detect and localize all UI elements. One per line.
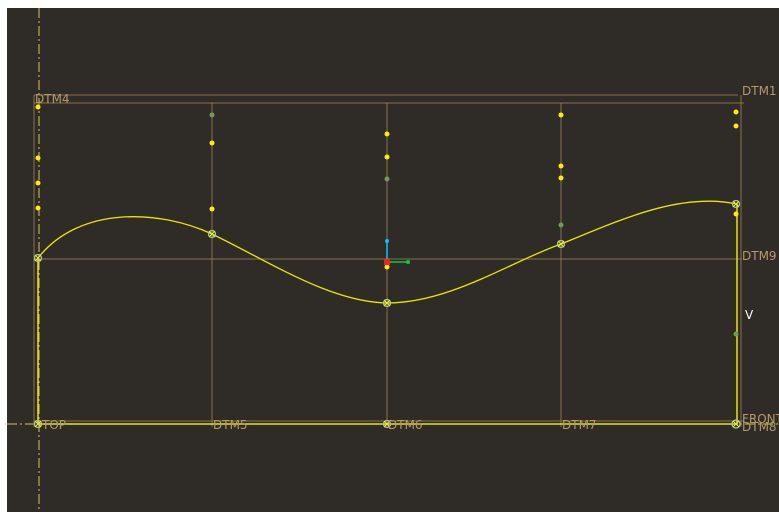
vertex-marker-icon[interactable] <box>382 419 392 429</box>
label-top: TOP <box>41 418 66 432</box>
label-dtm4: DTM4 <box>35 92 70 106</box>
vertex-marker-icon[interactable] <box>33 419 43 429</box>
coordinate-system-icon <box>384 239 410 265</box>
graphics-viewport[interactable]: DTM1 DTM4 DTM9 TOP DTM5 DTM6 DTM7 FRONT … <box>7 8 779 512</box>
control-point[interactable] <box>733 211 739 217</box>
control-point[interactable] <box>35 155 41 161</box>
vertex-marker-icon[interactable] <box>207 229 217 239</box>
vertex-markers[interactable] <box>33 199 741 429</box>
vertex-marker-icon[interactable] <box>382 298 392 308</box>
label-dtm6: DTM6 <box>388 418 423 432</box>
label-dtm8: DTM8 <box>742 420 777 434</box>
control-point[interactable] <box>209 112 215 118</box>
vertex-marker-icon[interactable] <box>556 239 566 249</box>
vertex-marker-icon[interactable] <box>731 419 741 429</box>
control-point[interactable] <box>558 175 564 181</box>
control-point[interactable] <box>35 180 41 186</box>
control-point[interactable] <box>384 131 390 137</box>
control-point[interactable] <box>558 222 564 228</box>
control-point[interactable] <box>209 140 215 146</box>
control-point[interactable] <box>35 104 41 110</box>
control-point[interactable] <box>733 123 739 129</box>
control-point[interactable] <box>558 163 564 169</box>
dimension-v-label[interactable]: V <box>745 308 754 322</box>
control-point[interactable] <box>558 112 564 118</box>
sketch-canvas[interactable]: DTM1 DTM4 DTM9 TOP DTM5 DTM6 DTM7 FRONT … <box>7 8 779 512</box>
control-point[interactable] <box>209 206 215 212</box>
control-point[interactable] <box>35 205 41 211</box>
label-front: FRONT <box>742 412 779 426</box>
control-point[interactable] <box>733 109 739 115</box>
control-point[interactable] <box>384 154 390 160</box>
label-dtm7: DTM7 <box>562 418 597 432</box>
control-points[interactable] <box>35 104 739 337</box>
label-dtm9: DTM9 <box>742 249 777 263</box>
control-point[interactable] <box>384 176 390 182</box>
label-dtm5: DTM5 <box>213 418 248 432</box>
vertex-marker-icon[interactable] <box>731 199 741 209</box>
control-point[interactable] <box>384 264 390 270</box>
label-dtm1: DTM1 <box>742 84 777 98</box>
control-point[interactable] <box>733 331 739 337</box>
vertex-marker-icon[interactable] <box>33 253 43 263</box>
